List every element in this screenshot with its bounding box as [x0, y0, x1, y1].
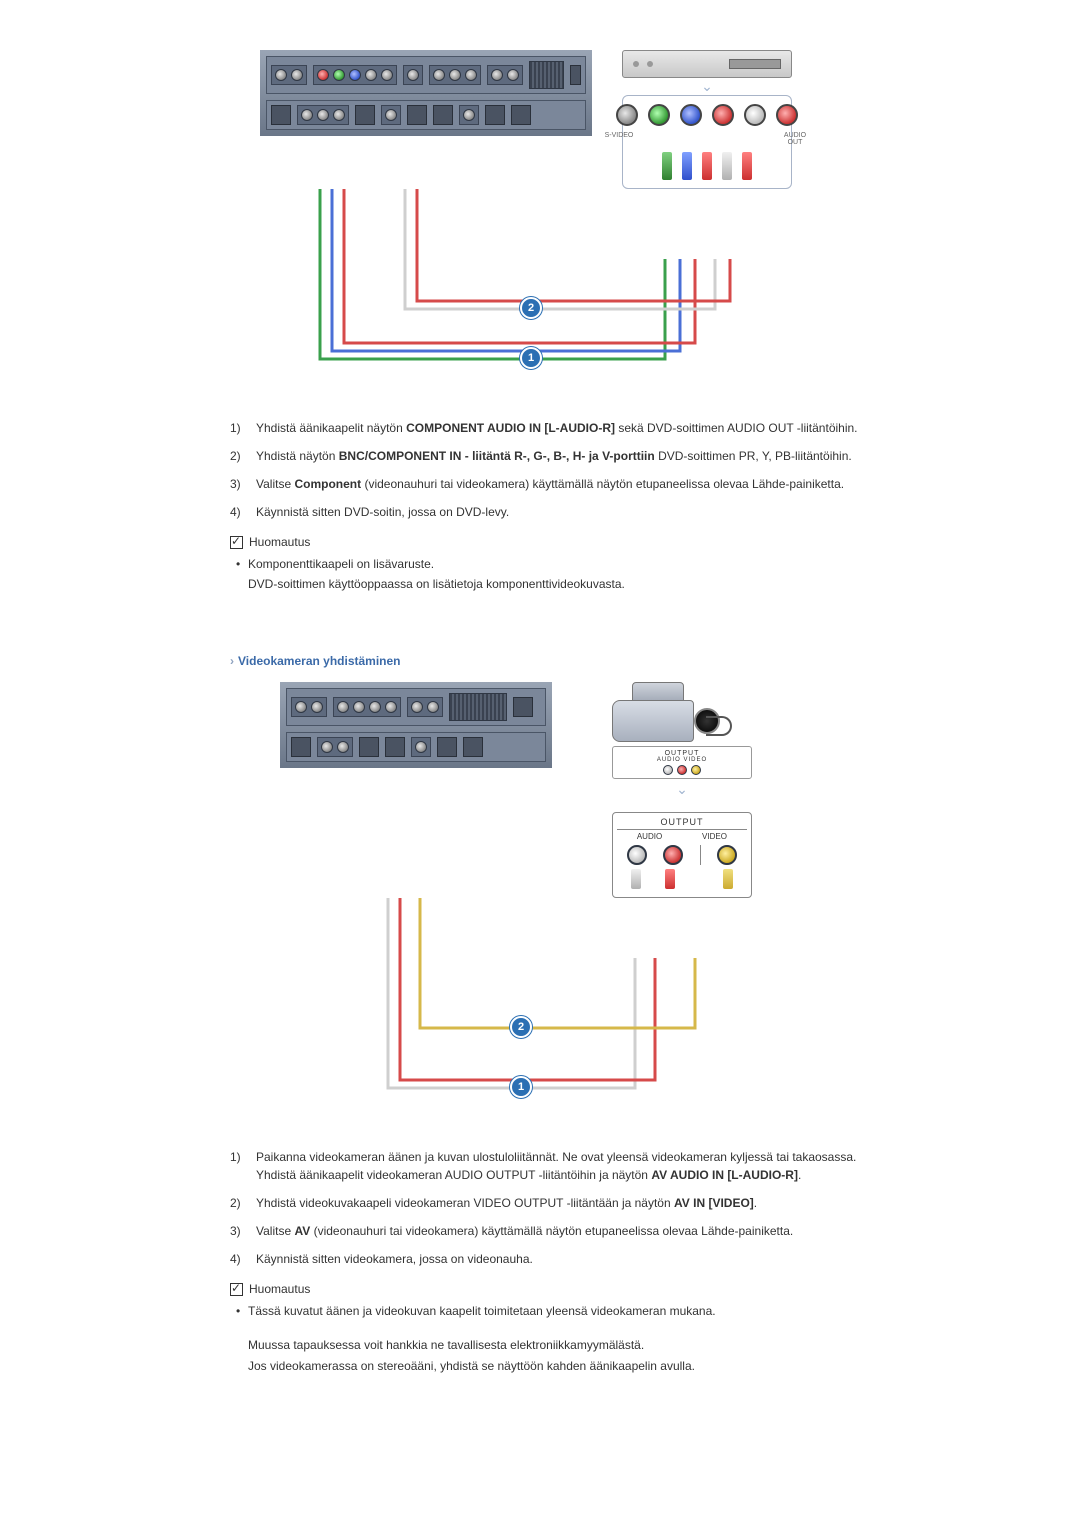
marker-2: 2: [520, 297, 542, 319]
arrow-down-icon: ⌄: [676, 781, 688, 797]
note-label: Huomautus: [230, 535, 950, 549]
camcorder-output-box: OUTPUT AUDIO VIDEO: [612, 746, 752, 779]
chevron-right-icon: ›: [230, 654, 234, 668]
monitor-rear-panel-2: [280, 682, 552, 768]
dvd-player: [622, 50, 792, 78]
section-heading: ›Videokameran yhdistäminen: [230, 654, 950, 668]
instruction-item: 2) Yhdistä videokuvakaapeli videokameran…: [230, 1194, 950, 1212]
note-item: Komponenttikaapeli on lisävaruste. DVD-s…: [230, 555, 950, 593]
dvd-output-panel: S-VIDEOAUDIO OUT: [622, 95, 792, 189]
instruction-item: 1) Paikanna videokameran äänen ja kuvan …: [230, 1148, 950, 1184]
note-bullets-2: Tässä kuvatut äänen ja videokuvan kaapel…: [230, 1302, 950, 1321]
instruction-item: 4) Käynnistä sitten DVD-soitin, jossa on…: [230, 503, 950, 521]
check-icon: [230, 536, 243, 549]
instruction-item: 1) Yhdistä äänikaapelit näytön COMPONENT…: [230, 419, 950, 437]
extra-paragraph: Muussa tapauksessa voit hankkia ne taval…: [248, 1335, 950, 1376]
note-item: Tässä kuvatut äänen ja videokuvan kaapel…: [230, 1302, 950, 1321]
marker-2: 2: [510, 1016, 532, 1038]
arrow-down-icon: ⌄: [701, 78, 713, 94]
instructions-list-2: 1) Paikanna videokameran äänen ja kuvan …: [230, 1148, 950, 1268]
check-icon: [230, 1283, 243, 1296]
note-label: Huomautus: [230, 1282, 950, 1296]
diagram-camcorder: OUTPUT AUDIO VIDEO ⌄ OUTPUT AUDIOVIDEO: [280, 682, 760, 1118]
instruction-item: 3) Valitse AV (videonauhuri tai videokam…: [230, 1222, 950, 1240]
instruction-item: 2) Yhdistä näytön BNC/COMPONENT IN - lii…: [230, 447, 950, 465]
camcorder: [612, 682, 732, 742]
instruction-item: 3) Valitse Component (videonauhuri tai v…: [230, 475, 950, 493]
instructions-list-1: 1) Yhdistä äänikaapelit näytön COMPONENT…: [230, 419, 950, 521]
diagram-dvd-component: ⌄ S-VIDEOAUDIO OUT: [260, 50, 800, 389]
monitor-rear-panel: [260, 50, 592, 136]
marker-1: 1: [520, 347, 542, 369]
instruction-item: 4) Käynnistä sitten videokamera, jossa o…: [230, 1250, 950, 1268]
camcorder-out-panel: OUTPUT AUDIOVIDEO: [612, 812, 752, 898]
marker-1: 1: [510, 1076, 532, 1098]
note-bullets-1: Komponenttikaapeli on lisävaruste. DVD-s…: [230, 555, 950, 593]
